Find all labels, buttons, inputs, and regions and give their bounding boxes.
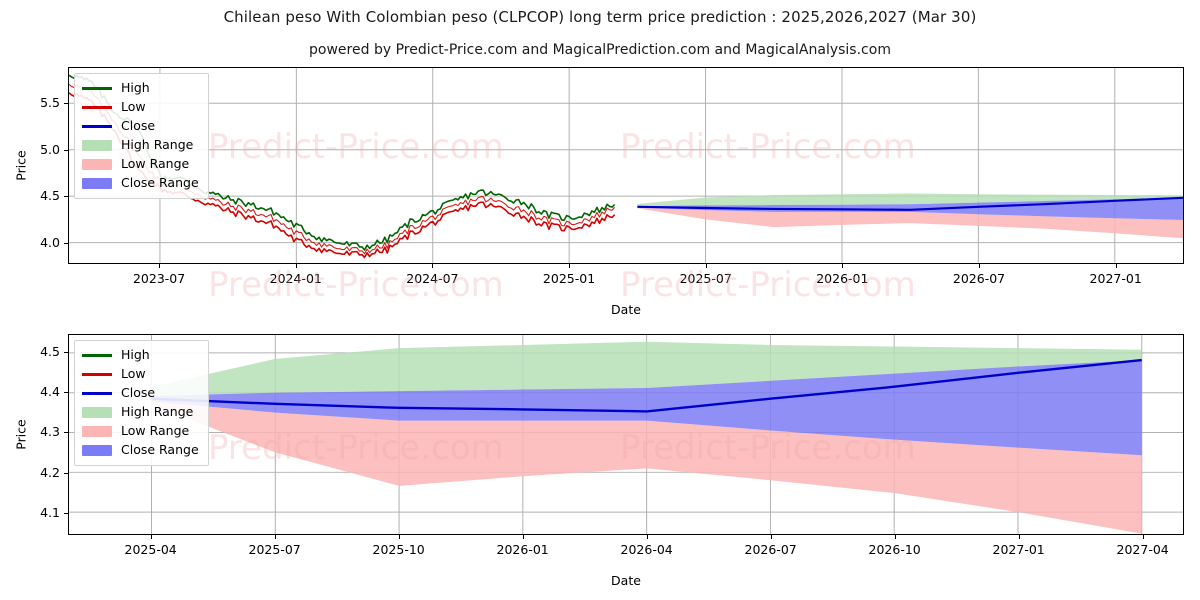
detail-legend-swatch-high-range-icon: [82, 407, 112, 418]
detail-xtick-mark: [150, 535, 152, 539]
overview-ytick-mark: [64, 149, 68, 151]
detail-xtick-mark: [1018, 535, 1020, 539]
detail-xtick-mark: [1142, 535, 1144, 539]
overview-xtick-mark: [979, 264, 981, 268]
detail-legend-label: Close: [121, 385, 156, 401]
overview-ytick-label: 4.5: [40, 188, 60, 204]
detail-legend-item-high-range: High Range: [82, 403, 199, 422]
overview-xtick-label: 2024-01: [269, 271, 322, 286]
detail-legend-swatch-close-icon: [82, 392, 112, 395]
overview-plot-svg: [69, 68, 1183, 263]
detail-xtick-mark: [770, 535, 772, 539]
detail-xtick-mark: [522, 535, 524, 539]
overview-legend-item-close: Close: [82, 117, 199, 136]
overview-legend-item-high-range: High Range: [82, 136, 199, 155]
overview-legend-label: Close Range: [121, 175, 199, 191]
detail-ytick-mark: [64, 392, 68, 394]
detail-xtick-label: 2027-01: [992, 542, 1045, 557]
detail-xtick-label: 2025-04: [124, 542, 177, 557]
detail-xtick-label: 2027-04: [1116, 542, 1169, 557]
detail-legend-item-close: Close: [82, 384, 199, 403]
detail-legend-item-low: Low: [82, 365, 199, 384]
overview-legend-item-high: High: [82, 79, 199, 98]
overview-xtick-label: 2025-01: [542, 271, 596, 286]
overview-ytick-label: 4.0: [40, 235, 60, 251]
detail-x-axis-label: Date: [611, 573, 641, 588]
overview-legend-item-low: Low: [82, 98, 199, 117]
overview-xtick-label: 2026-07: [952, 271, 1006, 286]
overview-legend-label: High: [121, 80, 150, 96]
overview-legend-swatch-high-range-icon: [82, 140, 112, 151]
overview-xtick-label: 2023-07: [132, 271, 186, 286]
detail-ytick-label: 4.4: [40, 384, 60, 400]
detail-xtick-label: 2026-04: [620, 542, 673, 557]
detail-ytick-label: 4.5: [40, 344, 60, 360]
overview-legend-swatch-high-icon: [82, 87, 112, 90]
overview-ytick-mark: [64, 243, 68, 245]
detail-ytick-mark: [64, 432, 68, 434]
detail-legend: High Low Close High Range Low Range Close Ran…: [74, 340, 209, 466]
overview-ytick-mark: [64, 102, 68, 104]
overview-plot-area: [68, 67, 1184, 264]
detail-xtick-label: 2026-10: [868, 542, 921, 557]
detail-legend-label: High Range: [121, 404, 194, 420]
detail-legend-label: Low Range: [121, 423, 190, 439]
detail-legend-swatch-low-icon: [82, 373, 112, 376]
detail-xtick-label: 2025-07: [248, 542, 301, 557]
detail-legend-swatch-close-range-icon: [82, 445, 112, 456]
detail-ytick-mark: [64, 472, 68, 474]
overview-legend-swatch-low-range-icon: [82, 159, 112, 170]
overview-xtick-mark: [159, 264, 161, 268]
overview-xtick-mark: [705, 264, 707, 268]
page-subtitle: powered by Predict-Price.com and Magical…: [309, 42, 891, 58]
detail-xtick-mark: [274, 535, 276, 539]
detail-ytick-label: 4.3: [40, 424, 60, 440]
detail-legend-item-high: High: [82, 346, 199, 365]
overview-legend-swatch-low-icon: [82, 106, 112, 109]
detail-legend-item-low-range: Low Range: [82, 422, 199, 441]
detail-xtick-mark: [894, 535, 896, 539]
detail-xtick-label: 2025-10: [372, 542, 425, 557]
overview-xtick-label: 2026-01: [816, 271, 869, 286]
detail-ytick-label: 4.1: [40, 504, 60, 520]
detail-xtick-mark: [646, 535, 648, 539]
overview-legend-swatch-close-range-icon: [82, 178, 112, 189]
detail-xtick-mark: [398, 535, 400, 539]
overview-legend: High Low Close High Range Low Range Close Ran…: [74, 73, 209, 199]
overview-legend-label: Low: [121, 99, 146, 115]
overview-xtick-mark: [1115, 264, 1117, 268]
detail-xtick-label: 2026-01: [496, 542, 549, 557]
overview-legend-label: Low Range: [121, 156, 190, 172]
overview-legend-label: High Range: [121, 137, 194, 153]
overview-legend-swatch-close-icon: [82, 125, 112, 128]
overview-xtick-mark: [432, 264, 434, 268]
detail-legend-item-close-range: Close Range: [82, 441, 199, 460]
detail-legend-label: Low: [121, 366, 146, 382]
detail-plot-area: [68, 334, 1184, 535]
detail-legend-swatch-low-range-icon: [82, 426, 112, 437]
overview-xtick-label: 2024-07: [406, 271, 459, 286]
overview-legend-item-close-range: Close Range: [82, 174, 199, 193]
detail-ytick-mark: [64, 512, 68, 514]
detail-legend-label: Close Range: [121, 442, 199, 458]
overview-ytick-mark: [64, 196, 68, 198]
overview-xtick-label: 2027-01: [1089, 271, 1142, 286]
overview-xtick-mark: [842, 264, 844, 268]
overview-xtick-mark: [569, 264, 571, 268]
page-title: Chilean peso With Colombian peso (CLPCOP…: [223, 8, 977, 26]
detail-legend-label: High: [121, 347, 150, 363]
overview-x-axis-label: Date: [611, 302, 641, 317]
overview-ytick-label: 5.5: [40, 94, 60, 110]
detail-ytick-mark: [64, 352, 68, 354]
overview-ytick-label: 5.0: [40, 141, 60, 157]
overview-legend-label: Close: [121, 118, 156, 134]
detail-legend-swatch-high-icon: [82, 354, 112, 357]
detail-xtick-label: 2026-07: [744, 542, 797, 557]
detail-plot-svg: [69, 335, 1183, 534]
overview-xtick-label: 2025-07: [679, 271, 732, 286]
detail-ytick-label: 4.2: [40, 464, 60, 480]
overview-legend-item-low-range: Low Range: [82, 155, 199, 174]
overview-xtick-mark: [295, 264, 297, 268]
